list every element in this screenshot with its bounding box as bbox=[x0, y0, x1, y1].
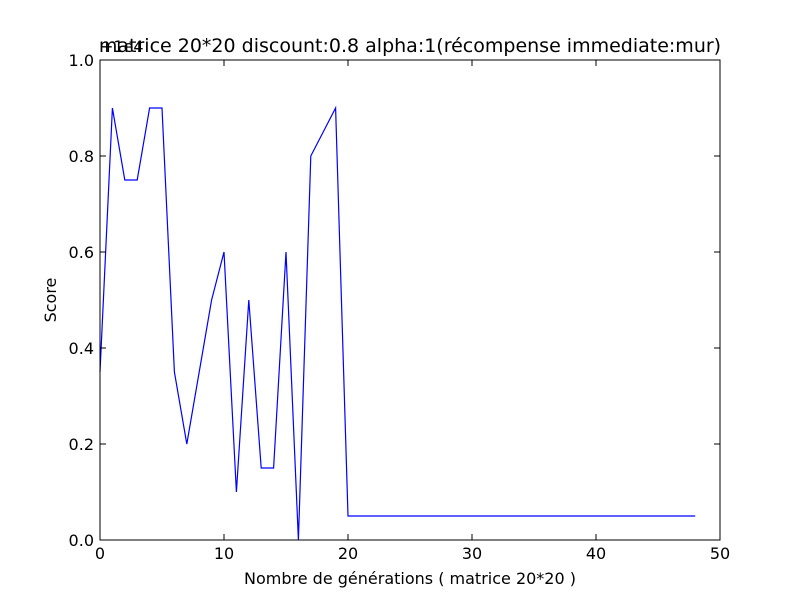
x-tick-label: 10 bbox=[214, 544, 234, 563]
x-tick-label: 0 bbox=[95, 544, 105, 563]
y-axis-label: Score bbox=[41, 278, 60, 323]
y-ticks: 0.0 0.2 0.4 0.6 0.8 1.0 bbox=[69, 51, 720, 550]
y-tick-label: 0.0 bbox=[69, 531, 94, 550]
x-tick-label: 30 bbox=[462, 544, 482, 563]
y-tick-label: 0.6 bbox=[69, 243, 94, 262]
series-line-0 bbox=[99, 105, 696, 541]
x-tick-label: 20 bbox=[338, 544, 358, 563]
y-tick-label: 0.8 bbox=[69, 147, 94, 166]
y-tick-label: 0.4 bbox=[69, 339, 94, 358]
y-tick-label: 1.0 bbox=[69, 51, 94, 70]
plot-frame bbox=[99, 59, 721, 541]
chart-title: matrice 20*20 discount:0.8 alpha:1(récom… bbox=[99, 35, 721, 57]
x-tick-label: 50 bbox=[710, 544, 730, 563]
x-axis-label: Nombre de générations ( matrice 20*20 ) bbox=[244, 569, 576, 588]
y-offset-label: +1e4 bbox=[100, 37, 144, 56]
series-layer bbox=[99, 105, 696, 541]
y-tick-label: 0.2 bbox=[69, 435, 94, 454]
x-ticks: 0 10 20 30 40 50 bbox=[95, 60, 730, 563]
x-tick-label: 40 bbox=[586, 544, 606, 563]
